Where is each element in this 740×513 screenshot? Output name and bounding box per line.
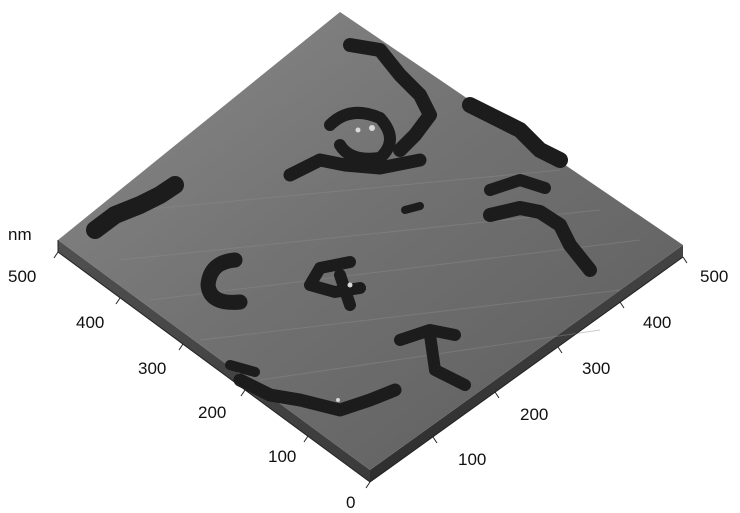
right-tick-label: 300 xyxy=(582,359,610,378)
left-tick-label: 0 xyxy=(346,493,355,512)
left-tick-label: 500 xyxy=(8,267,36,286)
left-tick-label: 200 xyxy=(198,403,226,422)
right-tick-label: 100 xyxy=(458,450,486,469)
left-tick-label: 400 xyxy=(76,313,104,332)
feature-small-dash xyxy=(405,206,420,210)
right-tick-label: 500 xyxy=(700,267,728,286)
unit-label: nm xyxy=(8,225,32,244)
feature-lower-left xyxy=(230,365,255,372)
right-tick-label: 200 xyxy=(520,405,548,424)
left-tick-label: 300 xyxy=(138,359,166,378)
right-tick-label: 400 xyxy=(643,313,671,332)
left-tick-label: 100 xyxy=(268,447,296,466)
